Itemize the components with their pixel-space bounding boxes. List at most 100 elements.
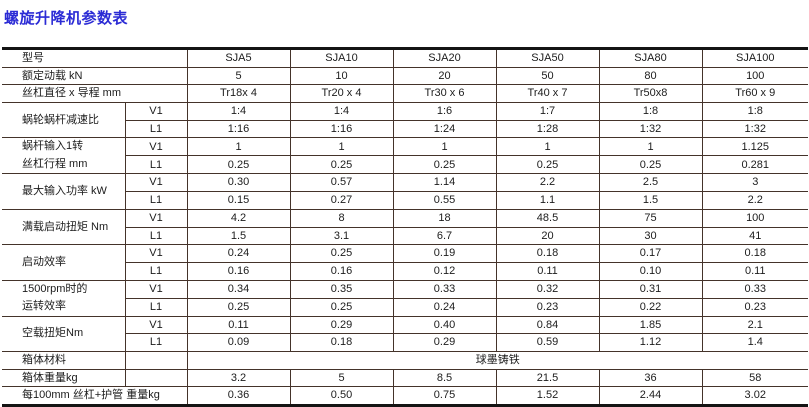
variant-l1-label: L1 <box>125 119 188 139</box>
value-cell: 1:4 <box>186 102 291 121</box>
value-cell: 80 <box>598 66 703 86</box>
header-row: 型号 SJA5 SJA10 SJA20 SJA50 SJA80 SJA100 <box>2 48 808 68</box>
value-cell: 0.23 <box>495 297 600 317</box>
value-cell: 1:16 <box>289 119 394 139</box>
value-cell: 1:8 <box>701 102 808 121</box>
value-cell: 2.44 <box>598 386 703 406</box>
value-cell: 0.16 <box>186 261 291 281</box>
value-cell: 1 <box>186 137 291 157</box>
variant-l1-label: L1 <box>125 297 188 317</box>
model-column-header-sja80: SJA80 <box>598 48 703 68</box>
value-cell: 0.11 <box>186 315 291 335</box>
value-cell: 8.5 <box>392 368 497 388</box>
value-cell: 0.33 <box>701 279 808 299</box>
start-efficiency-v1-row: 启动效率 V1 0.24 0.25 0.19 0.18 0.17 0.18 <box>2 244 808 281</box>
model-row-label: 型号 <box>2 48 188 68</box>
gear-ratio-v1-row: 蜗轮蜗杆减速比 V1 1:4 1:4 1:6 1:7 1:8 1:8 <box>2 102 808 139</box>
value-cell: 0.18 <box>701 244 808 263</box>
row-label: 箱体重量kg <box>2 368 126 388</box>
value-cell: 1.1 <box>495 191 600 210</box>
value-cell: 0.16 <box>289 261 394 281</box>
max-power-v1-row: 最大输入功率 kW V1 0.30 0.57 1.14 2.2 2.5 3 <box>2 173 808 210</box>
run-efficiency-l1-row: L1 0.25 0.25 0.24 0.23 0.22 0.23 <box>2 297 808 317</box>
value-cell: 0.31 <box>598 279 703 299</box>
document-page: 螺旋升降机参数表 型号 SJA5 SJA10 SJA20 SJA50 SJA80… <box>0 7 809 407</box>
value-cell: 1 <box>289 137 394 157</box>
housing-weight-row: 箱体重量kg 3.2 5 8.5 21.5 36 58 <box>2 368 808 388</box>
value-cell: 0.25 <box>289 155 394 175</box>
value-cell: 48.5 <box>495 208 600 228</box>
value-cell: 0.57 <box>289 173 394 193</box>
empty-cell <box>124 350 188 370</box>
value-cell: Tr50x8 <box>598 84 703 104</box>
full-load-torque-l1-row: L1 1.5 3.1 6.7 20 30 41 <box>2 226 808 246</box>
row-label: 最大输入功率 kW <box>2 173 126 210</box>
variant-l1-label: L1 <box>125 191 188 210</box>
row-label: 丝杠直径 x 导程 mm <box>2 84 188 104</box>
rated-load-row: 额定动载 kN 5 10 20 50 80 100 <box>2 66 808 86</box>
value-cell: 5 <box>289 368 394 388</box>
value-cell: 4.2 <box>186 208 291 228</box>
variant-v1-label: V1 <box>124 173 188 193</box>
value-cell: 1 <box>392 137 497 157</box>
row-label: 箱体材料 <box>2 350 126 370</box>
value-cell: 30 <box>598 226 703 246</box>
row-label: 蜗轮蜗杆减速比 <box>2 102 126 139</box>
value-cell: 0.25 <box>289 244 394 263</box>
value-cell: 0.25 <box>392 155 497 175</box>
value-cell: 1.52 <box>495 386 600 406</box>
model-column-header-sja100: SJA100 <box>701 48 808 68</box>
value-cell: 0.18 <box>495 244 600 263</box>
value-cell: 0.30 <box>186 173 291 193</box>
value-cell: 8 <box>289 208 394 228</box>
value-cell: 1:7 <box>495 102 600 121</box>
row-label-line-1: 1500rpm时的 <box>22 282 88 295</box>
row-label-line-1: 蜗杆输入1转 <box>22 140 84 153</box>
idle-torque-l1-row: L1 0.09 0.18 0.29 0.59 1.12 1.4 <box>2 333 808 352</box>
value-cell: 2.5 <box>598 173 703 193</box>
value-cell: 1:8 <box>598 102 703 121</box>
screw-size-row: 丝杠直径 x 导程 mm Tr18x 4 Tr20 x 4 Tr30 x 6 T… <box>2 84 808 104</box>
value-cell: 0.34 <box>186 279 291 299</box>
value-cell: 3.02 <box>701 386 808 406</box>
value-cell: 2.2 <box>701 191 808 210</box>
value-cell: 0.17 <box>598 244 703 263</box>
value-cell: 0.15 <box>186 191 291 210</box>
max-power-l1-row: L1 0.15 0.27 0.55 1.1 1.5 2.2 <box>2 191 808 210</box>
per-100mm-weight-row: 每100mm 丝杠+护管 重量kg 0.36 0.50 0.75 1.52 2.… <box>2 386 808 406</box>
value-cell: 0.55 <box>392 191 497 210</box>
variant-v1-label: V1 <box>124 137 188 157</box>
value-cell: 2.1 <box>701 315 808 335</box>
value-cell: Tr18x 4 <box>186 84 291 104</box>
value-cell: 0.59 <box>495 333 600 352</box>
value-cell: Tr60 x 9 <box>701 84 808 104</box>
value-cell: 36 <box>598 368 703 388</box>
value-cell: 18 <box>392 208 497 228</box>
value-cell: 1.85 <box>598 315 703 335</box>
screw-travel-v1-row: 蜗杆输入1转 丝杠行程 mm V1 1 1 1 1 1 1.125 <box>2 137 808 175</box>
value-cell: 10 <box>289 66 394 86</box>
value-cell: 1.5 <box>598 191 703 210</box>
variant-v1-label: V1 <box>124 315 188 335</box>
value-cell: 0.27 <box>289 191 394 210</box>
value-cell: 75 <box>598 208 703 228</box>
value-cell: 1.4 <box>701 333 808 352</box>
value-cell: 1:28 <box>495 119 600 139</box>
value-cell: 1.12 <box>598 333 703 352</box>
value-cell: 1:32 <box>598 119 703 139</box>
variant-l1-label: L1 <box>125 333 188 352</box>
variant-v1-label: V1 <box>124 244 188 263</box>
value-cell: 1 <box>598 137 703 157</box>
row-label: 满载启动扭矩 Nm <box>2 208 126 246</box>
value-cell: 0.24 <box>186 244 291 263</box>
value-cell: 3 <box>701 173 808 193</box>
value-cell: 0.11 <box>495 261 600 281</box>
value-cell: 0.50 <box>289 386 394 406</box>
housing-material-row: 箱体材料 球墨铸铁 <box>2 350 808 370</box>
value-cell: 0.25 <box>186 297 291 317</box>
row-label: 启动效率 <box>2 244 126 281</box>
variant-v1-label: V1 <box>124 102 188 121</box>
value-cell: 0.40 <box>392 315 497 335</box>
value-cell: 5 <box>186 66 291 86</box>
value-cell: 1.125 <box>701 137 808 157</box>
